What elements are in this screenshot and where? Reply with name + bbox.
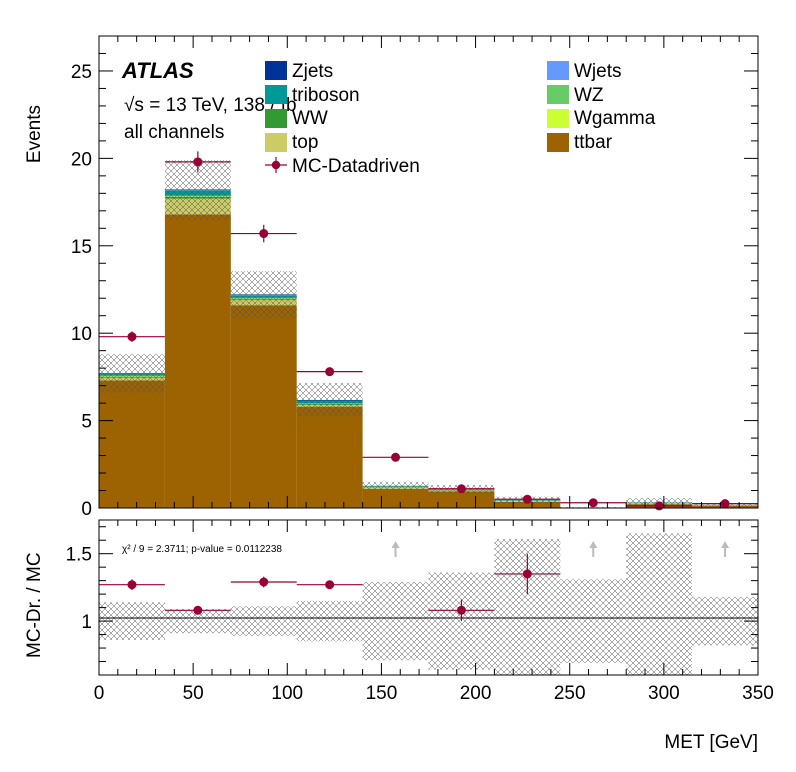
legend-label-ttbar: ttbar <box>574 132 613 153</box>
x-tick-label: 200 <box>460 683 492 704</box>
bar-ttbar-bin-6 <box>494 501 561 508</box>
mc-uncertainty-bin-0 <box>99 354 165 393</box>
ratio-point-bin-2 <box>259 577 269 587</box>
ratio-arrow-head <box>391 541 400 548</box>
ratio-uncertainty-bin-7 <box>560 579 627 663</box>
ratio-uncertainty-bin-3 <box>296 600 363 642</box>
main-ytick-label: 20 <box>71 149 92 170</box>
mc-uncertainty-bin-4 <box>362 481 429 490</box>
data-point-bin-1 <box>193 157 203 167</box>
data-point-bin-6 <box>522 494 532 504</box>
x-tick-labels: 0 50 100 150 200 250 300 350 <box>94 683 774 704</box>
legend-label-ww: WW <box>292 108 328 129</box>
x-tick-label: 100 <box>271 683 303 704</box>
ratio-points <box>99 553 561 622</box>
legend-swatch-wz <box>547 85 569 104</box>
bar-ttbar-bin-3 <box>296 406 363 508</box>
legend-swatch-wjets <box>547 61 569 80</box>
data-point-bin-3 <box>325 367 335 377</box>
ratio-ytick-label: 1 <box>81 612 92 633</box>
x-tick-label: 150 <box>366 683 398 704</box>
legend-swatch-triboson <box>265 85 287 104</box>
ratio-point-bin-0 <box>127 580 137 590</box>
ratio-arrow-head <box>721 541 730 548</box>
legend-swatch-ttbar <box>547 133 569 152</box>
main-ytick-label: 15 <box>71 237 92 258</box>
data-point-bin-4 <box>391 452 401 462</box>
ratio-arrows <box>391 541 730 557</box>
data-point-bin-0 <box>127 332 137 342</box>
ratio-point-bin-3 <box>325 580 335 590</box>
bar-ttbar-bin-4 <box>362 488 429 508</box>
legend-label-zjets: Zjets <box>292 61 333 82</box>
stats-text: χ² / 9 = 2.3711; p-value = 0.0112238 <box>122 544 282 555</box>
ratio-frame <box>98 519 759 676</box>
mc-uncertainty-bin-3 <box>296 383 363 417</box>
legend-label-wjets: Wjets <box>574 61 622 82</box>
legend-swatch-zjets <box>265 61 287 80</box>
data-point-bin-2 <box>259 229 269 239</box>
ratio-uncertainty-bin-4 <box>362 582 429 661</box>
channel-label: all channels <box>124 122 224 143</box>
legend-label-wz: WZ <box>574 85 604 106</box>
bar-ttbar-bin-2 <box>230 305 297 508</box>
data-point-bin-5 <box>456 484 466 494</box>
x-tick-label: 50 <box>183 683 204 704</box>
data-point-bin-7 <box>588 498 598 508</box>
stacked-histogram <box>99 189 758 509</box>
ratio-point-bin-1 <box>193 605 203 615</box>
legend-label-top: top <box>292 132 318 153</box>
atlas-label: ATLAS <box>121 58 194 83</box>
x-axis-label: MET [GeV] <box>664 732 758 753</box>
ratio-y-ticks: 11.5 <box>66 526 758 663</box>
data-point-bin-9 <box>720 499 730 509</box>
ratio-point-bin-5 <box>456 605 466 615</box>
mc-uncertainty-bin-2 <box>230 271 297 319</box>
ratio-panel: 11.5 χ² / 9 = 2.3711; p-value = 0.011223… <box>66 519 759 676</box>
y-axis-label-main: Events <box>24 105 45 163</box>
data-point-bin-8 <box>654 501 664 511</box>
bar-ttbar-bin-1 <box>164 214 231 509</box>
ratio-point-bin-6 <box>522 569 532 579</box>
energy-label: √s = 13 TeV, 138 / fb <box>124 95 297 116</box>
main-ytick-label: 10 <box>71 324 92 345</box>
y-axis-label-ratio: MC-Dr. / MC <box>24 552 45 658</box>
ratio-uncertainty-bin-2 <box>230 606 297 636</box>
x-tick-label: 350 <box>742 683 774 704</box>
x-tick-label: 250 <box>554 683 586 704</box>
main-frame <box>98 35 759 509</box>
ratio-ytick-label: 1.5 <box>66 545 92 566</box>
legend-label-triboson: triboson <box>292 85 360 106</box>
legend-label-data: MC-Datadriven <box>292 156 420 177</box>
legend-swatch-wgamma <box>547 109 569 128</box>
legend-label-wgamma: Wgamma <box>574 108 656 129</box>
legend: Zjets triboson WW top MC-Datadriven Wjet… <box>265 61 656 177</box>
x-tick-label: 0 <box>94 683 105 704</box>
data-points <box>99 151 758 511</box>
bar-ttbar-bin-0 <box>99 380 165 508</box>
ratio-x-ticks <box>98 520 759 675</box>
main-panel: 0 5 10 15 20 25 <box>71 35 759 520</box>
main-x-ticks <box>98 36 759 508</box>
main-ytick-label: 5 <box>81 412 92 433</box>
legend-marker-data <box>271 160 281 170</box>
bar-ttbar-bin-5 <box>428 491 495 508</box>
x-tick-label: 300 <box>648 683 680 704</box>
ratio-uncertainty-bin-8 <box>626 533 693 675</box>
ratio-uncertainty-bands <box>99 533 758 675</box>
main-y-ticks: 0 5 10 15 20 25 <box>71 52 758 520</box>
ratio-arrow-head <box>589 541 598 548</box>
legend-swatch-top <box>265 133 287 152</box>
main-ytick-label: 25 <box>71 62 92 83</box>
legend-swatch-ww <box>265 109 287 128</box>
main-ytick-label: 0 <box>81 499 92 520</box>
